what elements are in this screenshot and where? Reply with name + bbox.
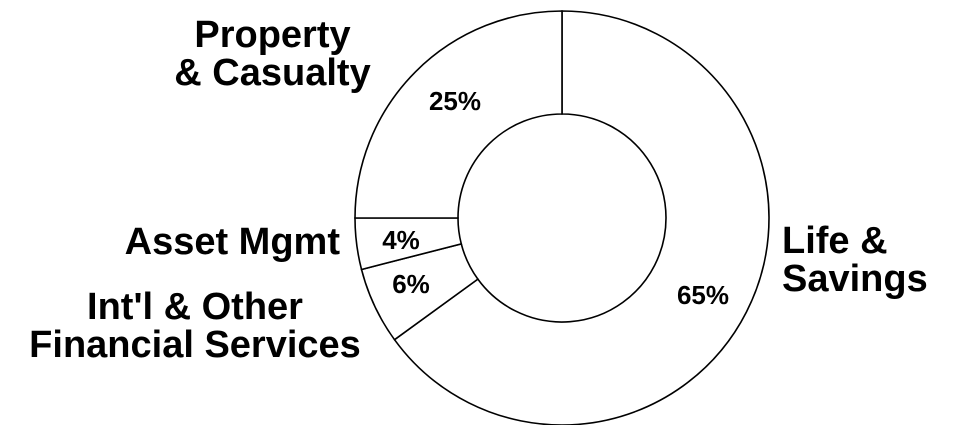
slice-label-property-casualty-line-1: Property — [194, 14, 351, 56]
slice-label-asset-mgmt: Asset Mgmt — [80, 223, 340, 261]
slice-value-property-casualty: 25% — [428, 86, 482, 116]
slice-label-life-savings-line-1: Life & — [782, 220, 888, 262]
slice-label-property-casualty: Property & Casualty — [160, 16, 385, 92]
slice-label-asset-mgmt-line-1: Asset Mgmt — [124, 221, 340, 263]
donut-slice-property-casualty — [354, 10, 563, 219]
slice-value-asset-mgmt: 4% — [382, 225, 420, 255]
slice-label-property-casualty-line-2: & Casualty — [174, 52, 371, 94]
slice-label-intl-other: Int'l & Other Financial Services — [0, 288, 390, 364]
slices-group — [354, 10, 770, 425]
slice-label-life-savings-line-2: Savings — [782, 258, 928, 300]
slice-label-intl-other-line-2: Financial Services — [29, 324, 361, 366]
slice-value-life-savings: 65% — [676, 280, 730, 310]
slice-value-intl-other: 6% — [392, 269, 430, 299]
slice-label-life-savings: Life & Savings — [782, 222, 957, 298]
slice-label-intl-other-line-1: Int'l & Other — [87, 286, 303, 328]
donut-slice-life-savings — [393, 10, 770, 425]
